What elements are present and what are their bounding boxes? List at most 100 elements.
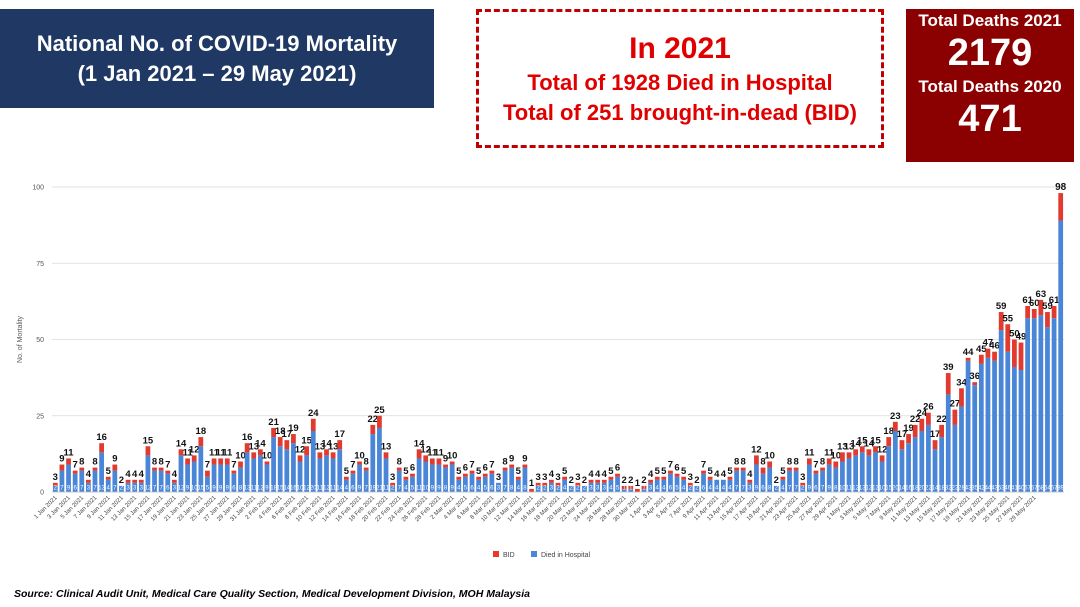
bar-bid xyxy=(244,443,250,453)
bar-died-in-hospital xyxy=(482,476,488,492)
data-label-hospital: 9 xyxy=(67,486,71,492)
data-label-hospital: 9 xyxy=(437,486,441,492)
bar-bid xyxy=(945,373,951,395)
bar-died-in-hospital xyxy=(185,464,190,492)
bar-bid xyxy=(410,473,415,477)
data-label-total: 36 xyxy=(969,371,980,382)
data-label-hospital: 13 xyxy=(244,486,251,492)
data-label-total: 7 xyxy=(73,460,78,471)
data-label-total: 8 xyxy=(364,457,369,468)
bar-bid xyxy=(740,467,746,471)
data-label-total: 24 xyxy=(308,408,319,419)
bar-died-in-hospital xyxy=(595,482,601,492)
bar-died-in-hospital xyxy=(542,485,548,492)
data-label-hospital: 58 xyxy=(1038,486,1045,492)
bar-died-in-hospital xyxy=(575,485,581,492)
bar-bid xyxy=(515,476,521,480)
data-label-hospital: 6 xyxy=(166,486,170,492)
data-label-total: 6 xyxy=(674,463,679,474)
data-label-hospital: 4 xyxy=(682,486,686,492)
bar-bid xyxy=(66,458,71,465)
bar-died-in-hospital xyxy=(992,360,997,492)
data-label-hospital: 6 xyxy=(73,486,77,492)
data-label-hospital: 9 xyxy=(755,486,759,492)
bar-bid xyxy=(224,458,230,465)
chart-subtitle: (1 Jan 2021 – 29 May 2021) xyxy=(77,60,357,86)
bar-died-in-hospital xyxy=(628,488,634,492)
data-label-hospital: 3 xyxy=(173,486,177,492)
bar-died-in-hospital xyxy=(363,470,369,492)
data-label-hospital: 14 xyxy=(899,486,906,492)
data-label-total: 12 xyxy=(751,444,762,455)
bar-bid xyxy=(549,479,554,483)
data-label-total: 16 xyxy=(96,432,107,443)
data-label-total: 25 xyxy=(374,405,385,416)
bar-died-in-hospital xyxy=(800,485,806,492)
data-label-hospital: 12 xyxy=(257,486,264,492)
data-label-hospital: 8 xyxy=(834,486,838,492)
bar-died-in-hospital xyxy=(747,482,753,492)
bar-died-in-hospital xyxy=(85,482,91,492)
data-label-hospital: 11 xyxy=(383,486,390,492)
chart-title: National No. of COVID-19 Mortality xyxy=(36,30,398,56)
bar-died-in-hospital xyxy=(357,464,362,492)
data-label-total: 44 xyxy=(963,347,974,358)
data-label-total: 10 xyxy=(235,451,246,462)
data-label-hospital: 15 xyxy=(197,486,204,492)
bar-bid xyxy=(542,482,548,486)
data-label-hospital: 4 xyxy=(656,486,660,492)
data-label-total: 11 xyxy=(434,447,445,458)
data-label-hospital: 8 xyxy=(510,486,514,492)
data-label-hospital: 16 xyxy=(290,486,297,492)
data-label-total: 4 xyxy=(549,469,555,480)
bar-died-in-hospital xyxy=(251,458,257,492)
bar-died-in-hospital xyxy=(66,464,71,492)
bar-died-in-hospital xyxy=(773,485,779,492)
bar-died-in-hospital xyxy=(899,449,905,492)
bar-bid xyxy=(185,458,190,465)
data-label-total: 18 xyxy=(275,426,286,437)
bar-bid xyxy=(892,421,898,431)
bar-bid xyxy=(919,418,925,431)
bar-bid xyxy=(562,476,567,480)
bar-bid xyxy=(429,458,435,465)
bar-died-in-hospital xyxy=(959,406,964,492)
data-label-hospital: 2 xyxy=(120,486,124,492)
data-label-total: 7 xyxy=(350,460,355,471)
bar-died-in-hospital xyxy=(1012,366,1017,492)
y-tick-label: 50 xyxy=(36,337,44,344)
bar-bid xyxy=(198,437,204,447)
bar-bid xyxy=(648,479,653,483)
bar-died-in-hospital xyxy=(694,485,700,492)
bar-bid xyxy=(165,470,171,474)
data-label-total: 7 xyxy=(489,460,494,471)
bar-bid xyxy=(291,434,296,444)
data-label-total: 9 xyxy=(443,454,448,465)
bar-bid xyxy=(734,467,739,471)
data-label-hospital: 20 xyxy=(918,486,925,492)
bar-bid xyxy=(826,458,832,465)
bar-bid xyxy=(456,476,462,480)
data-label-total: 21 xyxy=(268,417,279,428)
data-label-hospital: 10 xyxy=(879,486,886,492)
bar-bid xyxy=(965,357,971,361)
data-label-total: 22 xyxy=(368,414,379,425)
bar-died-in-hospital xyxy=(793,470,799,492)
bar-died-in-hospital xyxy=(489,473,495,492)
bar-died-in-hospital xyxy=(502,470,508,492)
data-label-hospital: 4 xyxy=(477,486,481,492)
bar-bid xyxy=(813,470,819,474)
data-label-total: 5 xyxy=(727,466,733,477)
bar-bid xyxy=(337,440,343,450)
bar-died-in-hospital xyxy=(105,479,111,492)
data-label-total: 11 xyxy=(824,447,835,458)
data-label-hospital: 22 xyxy=(925,486,932,492)
data-label-total: 4 xyxy=(125,469,131,480)
data-label-hospital: 89 xyxy=(1057,486,1064,492)
bar-died-in-hospital xyxy=(92,470,98,492)
data-label-hospital: 2 xyxy=(570,486,574,492)
data-label-hospital: 4 xyxy=(517,486,521,492)
bar-died-in-hospital xyxy=(998,330,1004,492)
data-label-total: 27 xyxy=(950,399,961,410)
data-label-total: 2 xyxy=(641,475,646,486)
